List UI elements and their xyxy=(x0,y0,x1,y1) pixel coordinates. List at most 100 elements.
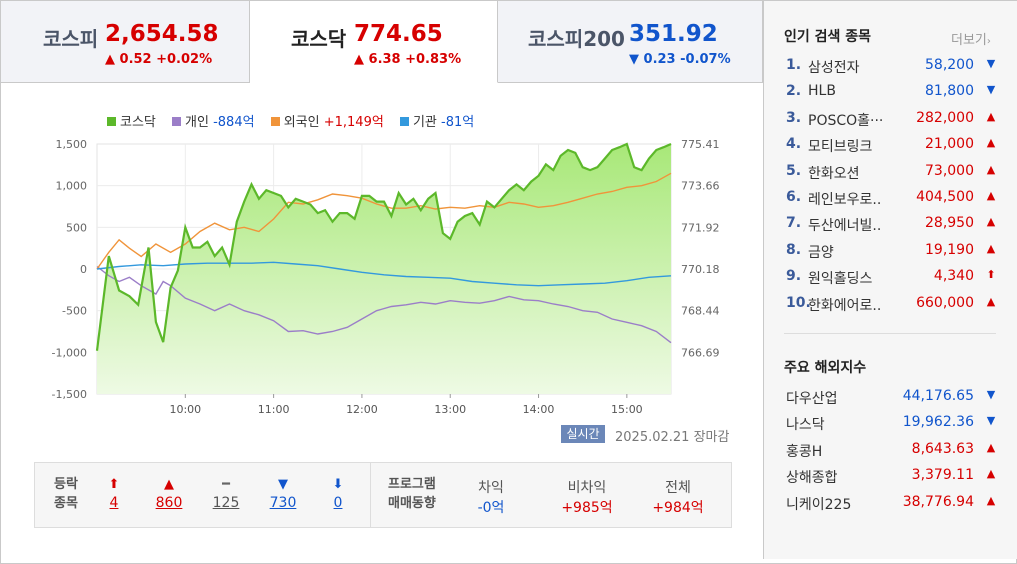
popular-name[interactable]: 원익홀딩스 xyxy=(808,271,873,288)
tab-kosdaq[interactable]: 코스닥 774.65 ▲ 6.38 +0.83% xyxy=(250,1,498,83)
program-arbitrage-value: -0억 xyxy=(477,500,505,516)
x-tick-label: 10:00 xyxy=(169,403,201,416)
program-arbitrage-head: 차익 xyxy=(478,480,504,496)
more-link[interactable]: 더보기› xyxy=(951,29,991,48)
overseas-item[interactable]: 다우산업 44,176.65 ▼ xyxy=(786,388,998,414)
kosdaq-chart: 1,500 1,000 500 0 -500 -1,000 -1,500 775.41 773.… xyxy=(52,138,720,416)
popular-item[interactable]: 6. 레인보우로.. 404,500 ▲ xyxy=(786,189,998,215)
program-total: 전체 +984억 xyxy=(650,477,706,517)
flat-value[interactable]: 125 xyxy=(212,495,240,511)
program-total-head: 전체 xyxy=(665,480,691,496)
kosdaq-line xyxy=(95,142,672,351)
popular-name[interactable]: 모티브링크 xyxy=(808,139,873,156)
breadth-upper-limit[interactable]: ⬆ 4 xyxy=(94,477,134,511)
popular-item[interactable]: 1. 삼성전자 58,200 ▼ xyxy=(786,57,998,83)
fall-value[interactable]: 730 xyxy=(269,495,297,511)
breadth-fall[interactable]: ▼ 730 xyxy=(263,477,303,511)
legend-individual-swatch xyxy=(172,117,182,126)
legend-kosdaq-label: 코스닥 xyxy=(120,115,156,130)
legend-foreign[interactable]: 외국인 +1,149억 xyxy=(270,115,384,130)
more-chevron-icon: › xyxy=(986,36,991,47)
overseas-name[interactable]: 홍콩H xyxy=(786,443,823,460)
lower-limit-value[interactable]: 0 xyxy=(333,495,343,511)
popular-price: 404,500 xyxy=(916,189,974,205)
up-arrow-icon: ▲ xyxy=(986,493,996,507)
overseas-item[interactable]: 홍콩H 8,643.63 ▲ xyxy=(786,441,998,467)
up-arrow-icon: ⬆ xyxy=(986,268,996,282)
popular-title: 인기 검색 종목 xyxy=(784,29,872,45)
legend-foreign-value: +1,149억 xyxy=(323,115,384,130)
kosdaq-area-fill xyxy=(97,144,671,394)
tab-kospi200-value: 351.92 xyxy=(629,21,718,47)
chart-legend: 코스닥 개인 -884억 외국인 +1,149억 기관 -81억 xyxy=(107,111,486,130)
y-right-tick-label: 771.92 xyxy=(681,221,720,234)
y-left-tick-label: 500 xyxy=(66,221,87,234)
up-arrow-icon: ▲ xyxy=(986,189,996,202)
tab-kospi[interactable]: 코스피 2,654.58 ▲ 0.52 +0.02% xyxy=(1,1,250,83)
x-tick-label: 15:00 xyxy=(611,403,643,416)
realtime-badge: 실시간 xyxy=(561,425,605,443)
popular-name[interactable]: HLB xyxy=(808,83,836,100)
up-arrow-icon: ▲ xyxy=(986,467,996,481)
overseas-name[interactable]: 상해종합 xyxy=(786,470,838,487)
overseas-name[interactable]: 다우산업 xyxy=(786,391,838,407)
down-arrow-icon: ▼ xyxy=(986,83,996,97)
popular-item[interactable]: 4. 모티브링크 21,000 ▲ xyxy=(786,136,998,162)
popular-rank: 5. xyxy=(786,162,802,179)
popular-item[interactable]: 5. 한화오션 73,000 ▲ xyxy=(786,163,998,189)
popular-item[interactable]: 7. 두산에너빌.. 28,950 ▲ xyxy=(786,215,998,241)
breadth-lower-limit[interactable]: ⬇ 0 xyxy=(318,477,358,511)
tab-kospi200-name: 코스피200 xyxy=(528,27,625,51)
popular-item[interactable]: 9. 원익홀딩스 4,340 ⬆ xyxy=(786,268,998,294)
up-arrow-icon: ▲ xyxy=(986,440,996,454)
overseas-name[interactable]: 나스닥 xyxy=(786,417,825,434)
overseas-name[interactable]: 니케이225 xyxy=(786,496,852,513)
popular-rank: 9. xyxy=(786,268,802,285)
overseas-item[interactable]: 나스닥 19,962.36 ▼ xyxy=(786,414,998,440)
foreign-line xyxy=(96,172,672,270)
tab-kosdaq-name: 코스닥 xyxy=(291,27,347,51)
popular-item[interactable]: 2. HLB 81,800 ▼ xyxy=(786,83,998,109)
legend-kosdaq-swatch xyxy=(107,117,116,126)
popular-name[interactable]: 두산에너빌.. xyxy=(808,218,882,235)
legend-institution-label: 기관 xyxy=(412,115,437,130)
popular-name[interactable]: POSCO홀··· xyxy=(808,112,884,129)
popular-item[interactable]: 8. 금양 19,190 ▲ xyxy=(786,242,998,268)
legend-individual[interactable]: 개인 -884억 xyxy=(172,115,255,130)
up-arrow-icon: ▲ xyxy=(986,162,996,176)
x-tick-label: 12:00 xyxy=(346,403,378,416)
up-arrow-icon: ▲ xyxy=(986,109,996,123)
legend-kosdaq[interactable]: 코스닥 xyxy=(107,115,156,130)
legend-institution[interactable]: 기관 -81억 xyxy=(399,115,474,130)
breadth-rise[interactable]: ▲ 860 xyxy=(149,477,189,511)
breadth-flat[interactable]: ━ 125 xyxy=(206,477,246,511)
popular-name[interactable]: 레인보우로.. xyxy=(808,192,882,208)
overseas-value: 38,776.94 xyxy=(902,493,974,510)
rise-icon: ▲ xyxy=(164,477,174,492)
rise-value[interactable]: 860 xyxy=(155,495,183,511)
breadth-label-1: 등락 xyxy=(54,477,78,492)
more-link-label: 더보기 xyxy=(951,33,987,48)
overseas-item[interactable]: 니케이225 38,776.94 ▲ xyxy=(786,494,998,520)
popular-name[interactable]: 삼성전자 xyxy=(808,60,860,76)
popular-rank: 8. xyxy=(786,241,802,258)
y-right-tick-label: 768.44 xyxy=(681,305,720,318)
upper-limit-icon: ⬆ xyxy=(108,477,120,492)
upper-limit-value[interactable]: 4 xyxy=(109,495,119,511)
popular-name[interactable]: 한화에어로.. xyxy=(808,297,882,314)
popular-item[interactable]: 10. 한화에어로.. 660,000 ▲ xyxy=(786,295,998,321)
popular-price: 4,340 xyxy=(933,268,974,285)
popular-item[interactable]: 3. POSCO홀··· 282,000 ▲ xyxy=(786,110,998,136)
y-right-tick-label: 770.18 xyxy=(681,263,720,276)
panel-divider xyxy=(784,333,996,334)
popular-name[interactable]: 한화오션 xyxy=(808,165,860,182)
popular-price: 58,200 xyxy=(925,57,974,73)
stats-divider xyxy=(370,463,371,527)
program-non-arbitrage: 비차익 +985억 xyxy=(559,477,615,517)
legend-foreign-label: 외국인 xyxy=(283,115,320,130)
popular-name[interactable]: 금양 xyxy=(808,244,834,261)
fall-icon: ▼ xyxy=(278,477,288,492)
overseas-item[interactable]: 상해종합 3,379.11 ▲ xyxy=(786,467,998,493)
tab-kospi200[interactable]: 코스피200 351.92 ▼ 0.23 -0.07% xyxy=(498,1,763,83)
